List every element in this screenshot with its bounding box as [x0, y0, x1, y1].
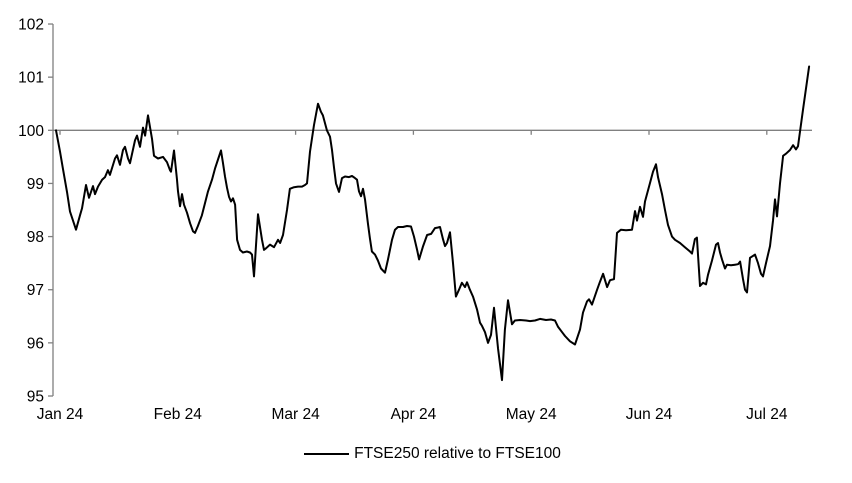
x-axis-label: May 24 [506, 406, 557, 423]
legend-label: FTSE250 relative to FTSE100 [354, 445, 561, 463]
x-axis-label: Jul 24 [746, 406, 788, 423]
y-axis-label: 99 [27, 176, 44, 193]
y-axis-label: 98 [27, 229, 44, 246]
y-axis-label: 95 [27, 389, 44, 406]
y-axis-label: 100 [18, 123, 44, 140]
x-axis-label: Jun 24 [626, 406, 673, 423]
series-line-ftse250-relative [55, 65, 811, 382]
x-axis-label: Mar 24 [271, 406, 320, 423]
y-axis-label: 97 [27, 282, 44, 299]
x-axis-label: Jan 24 [37, 406, 84, 423]
chart-legend: FTSE250 relative to FTSE100 [53, 443, 812, 465]
x-axis-label: Apr 24 [391, 406, 437, 423]
y-axis-label: 96 [27, 335, 44, 352]
legend-line-sample [304, 453, 350, 455]
y-axis-label: 102 [18, 17, 44, 34]
y-axis-label: 101 [18, 70, 44, 87]
x-axis-label: Feb 24 [154, 406, 203, 423]
